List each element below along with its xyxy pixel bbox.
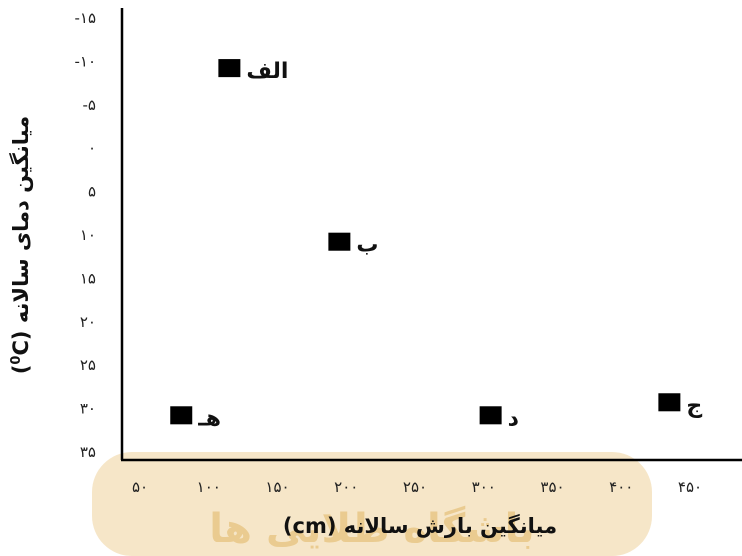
data-point-marker <box>170 406 193 425</box>
y-tick-label: ۳۵ <box>80 443 96 461</box>
y-tick-label: -۵ <box>83 96 96 114</box>
x-tick-label: ۱۰۰ <box>197 478 221 496</box>
x-tick-label: ۴۵۰ <box>678 478 702 496</box>
x-axis-title: میانگین بارش سالانه (cm) <box>283 513 557 538</box>
y-tick-labels: -۱۵ -۱۰ -۵ ۰ ۵ ۱۰ ۱۵ ۲۰ ۲۵ ۳۰ ۳۵ <box>74 9 96 461</box>
x-tick-label: ۴۰۰ <box>609 478 633 496</box>
y-axis-title-text: میانگین دمای سالانه ( <box>8 116 33 340</box>
data-point-marker <box>218 59 241 78</box>
y-tick-label: ۵ <box>88 183 96 201</box>
data-point-marker <box>328 232 351 251</box>
y-axis-title: میانگین دمای سالانه (0C) <box>8 116 33 374</box>
data-points: الف ب هـ د ج <box>170 59 702 431</box>
data-point-label: ب <box>356 233 378 258</box>
x-tick-label: ۲۵۰ <box>403 478 427 496</box>
y-tick-label: -۱۵ <box>74 9 96 27</box>
y-tick-label: ۱۰ <box>80 226 96 244</box>
x-tick-label: ۳۰۰ <box>472 478 496 496</box>
y-tick-label: ۲۰ <box>80 313 96 331</box>
data-point-marker <box>658 393 681 412</box>
x-tick-label: ۵۰ <box>132 478 148 496</box>
y-tick-label: ۰ <box>88 139 96 157</box>
y-tick-label: ۳۰ <box>80 400 96 418</box>
data-point-marker <box>479 406 502 425</box>
y-axis-title-sup: 0 <box>9 356 24 365</box>
y-tick-label: ۱۵ <box>80 269 96 287</box>
axes <box>120 8 742 462</box>
data-point-label: د <box>508 406 519 431</box>
x-tick-labels: ۵۰ ۱۰۰ ۱۵۰ ۲۰۰ ۲۵۰ ۳۰۰ ۳۵۰ ۴۰۰ ۴۵۰ <box>132 478 702 496</box>
data-point-label: هـ <box>197 406 221 431</box>
x-tick-label: ۳۵۰ <box>540 478 564 496</box>
x-tick-label: ۱۵۰ <box>265 478 289 496</box>
watermark: باشگاه طلایی ها <box>92 452 652 556</box>
y-tick-label: ۲۵ <box>80 356 96 374</box>
y-tick-label: -۱۰ <box>74 52 96 70</box>
watermark-text: باشگاه طلایی ها <box>209 505 534 552</box>
data-point-label: الف <box>246 59 288 84</box>
watermark-banner <box>92 452 652 556</box>
data-point-label: ج <box>686 393 702 418</box>
x-tick-label: ۲۰۰ <box>334 478 358 496</box>
